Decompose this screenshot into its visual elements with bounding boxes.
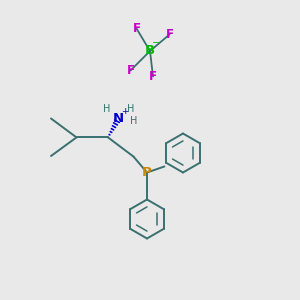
Text: H: H [103, 104, 111, 114]
Text: F: F [149, 70, 157, 83]
Text: −: − [152, 38, 161, 48]
Text: B: B [145, 44, 155, 58]
Text: H: H [128, 104, 135, 115]
Text: F: F [127, 64, 134, 77]
Text: H: H [130, 116, 138, 126]
Text: F: F [133, 22, 140, 35]
Text: N: N [113, 112, 124, 125]
Text: P: P [142, 166, 152, 179]
Text: F: F [166, 28, 173, 41]
Text: +: + [121, 106, 129, 116]
